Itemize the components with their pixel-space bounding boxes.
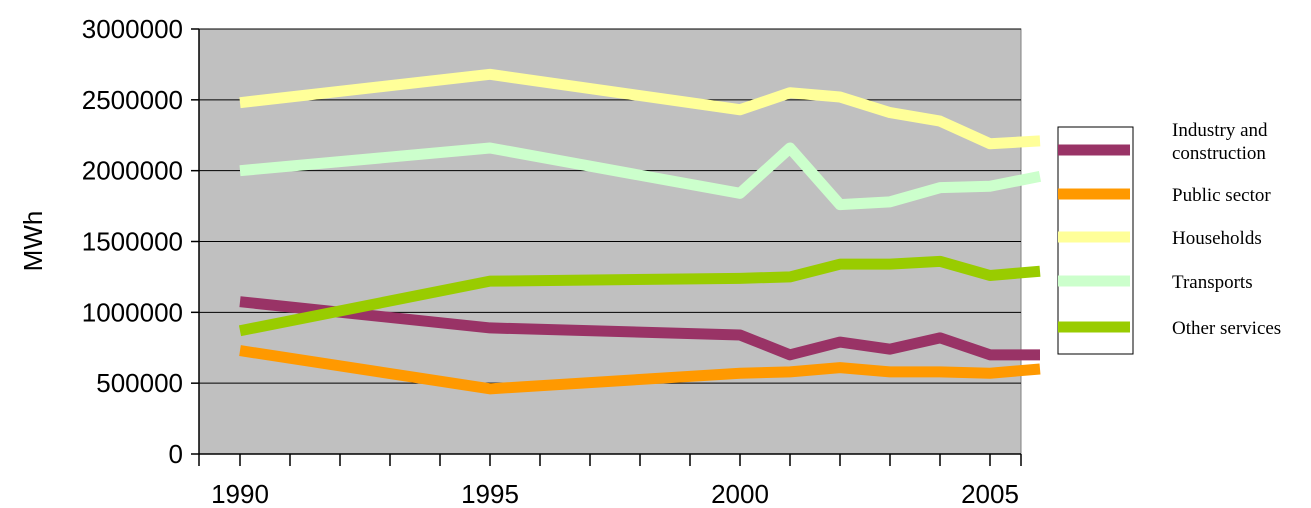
series-line bbox=[239, 345, 1041, 395]
y-tick-label: 500000 bbox=[96, 368, 183, 398]
series-line bbox=[239, 68, 1041, 150]
x-axis-ticks: 1990 1995 2000 2005 bbox=[198, 454, 1022, 508]
series-line bbox=[239, 142, 1042, 211]
y-axis-ticks: 0 500000 1000000 1500000 2000000 2500000 30000… bbox=[82, 14, 199, 469]
series-lines bbox=[238, 68, 1042, 395]
x-tick-label: 1995 bbox=[461, 479, 519, 508]
legend-label: Transports bbox=[1172, 272, 1253, 293]
y-tick-label: 2000000 bbox=[82, 156, 183, 186]
y-tick-label: 0 bbox=[169, 439, 183, 469]
legend-label: Public sector bbox=[1172, 185, 1271, 206]
y-tick-label: 3000000 bbox=[82, 14, 183, 44]
legend-label: Other services bbox=[1172, 318, 1281, 339]
x-tick-label: 2000 bbox=[711, 479, 769, 508]
x-tick-label: 2005 bbox=[961, 479, 1019, 508]
y-tick-label: 2500000 bbox=[82, 85, 183, 115]
legend-label: Industry and construction bbox=[1172, 120, 1268, 164]
series-line bbox=[238, 255, 1041, 337]
y-axis-title: MWh bbox=[18, 211, 48, 272]
y-tick-label: 1000000 bbox=[82, 297, 183, 327]
legend: Industry and construction Public sector Hou… bbox=[1058, 120, 1281, 339]
series-line bbox=[239, 296, 1040, 361]
legend-label: Households bbox=[1172, 228, 1262, 249]
y-tick-label: 1500000 bbox=[82, 227, 183, 257]
x-tick-label: 1990 bbox=[211, 479, 269, 508]
